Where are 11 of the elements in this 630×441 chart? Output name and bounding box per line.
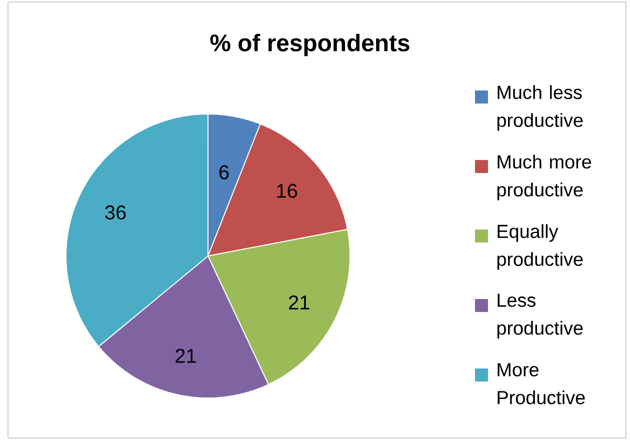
data-label: 36 (105, 205, 126, 220)
chart-title: % of respondents (210, 34, 410, 56)
legend-label: Much less productive (497, 85, 583, 131)
data-label: 6 (219, 165, 229, 180)
legend-label: More Productive (498, 363, 585, 404)
data-label: 21 (176, 348, 196, 363)
legend-label: Much more productive (497, 154, 592, 200)
data-label: 21 (289, 295, 310, 310)
legend-label: Less productive (497, 294, 583, 339)
data-label: 16 (277, 184, 297, 198)
legend-label: Equally productive (497, 224, 583, 270)
